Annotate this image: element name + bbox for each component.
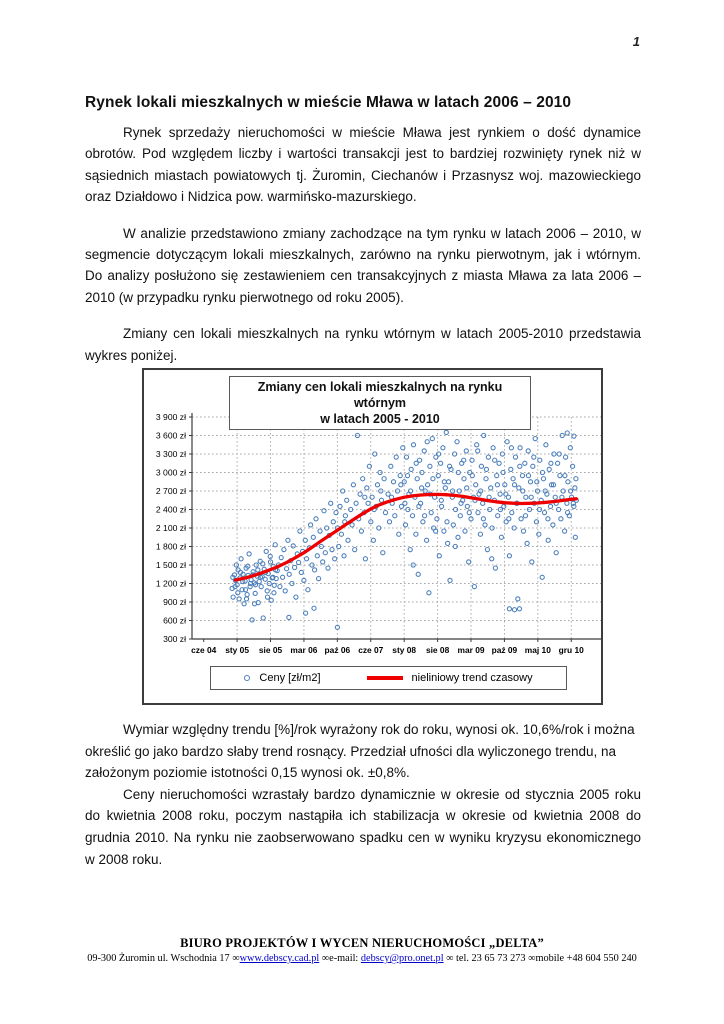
chart-plot-area: 300 zł 600 zł 900 zł 1 200 zł 1 500 zł 1 800 … — [156, 412, 601, 655]
body-text-bottom: Wymiar względny trendu [%]/rok wyrażony … — [85, 719, 641, 870]
legend-item-prices: Ceny [zł/m2] — [244, 672, 321, 684]
x-axis-tick-label: paź 06 — [325, 645, 351, 655]
scatter-marker-icon — [244, 675, 251, 681]
y-axis-tick-label: 1 500 zł — [156, 560, 186, 570]
x-axis-tick-label: sie 05 — [259, 645, 283, 655]
paragraph-1: Rynek sprzedaży nieruchomości w mieście … — [85, 125, 641, 205]
chart-title-line1: Zmiany cen lokali mieszkalnych na rynku … — [257, 380, 503, 410]
legend-prices-label: Ceny [zł/m2] — [259, 672, 321, 684]
paragraph-4: Wymiar względny trendu [%]/rok wyrażony … — [85, 722, 635, 781]
paragraph-5: Ceny nieruchomości wzrastały bardzo dyna… — [85, 786, 641, 867]
x-axis-tick-label: gru 10 — [559, 645, 584, 655]
page-number: 1 — [632, 34, 640, 49]
x-axis-tick-label: cze 04 — [191, 645, 216, 655]
trend-line — [233, 492, 578, 582]
page-footer: BIURO PROJEKTÓW I WYCEN NIERUCHOMOŚCI „D… — [62, 936, 662, 964]
footer-email-link[interactable]: debscy@pro.onet.pl — [360, 953, 444, 964]
y-axis-tick-label: 900 zł — [163, 597, 186, 607]
x-axis-tick-label: sie 08 — [426, 645, 450, 655]
y-axis-tick-label: 3 600 zł — [156, 431, 186, 441]
x-axis-tick-label: sty 05 — [225, 645, 249, 655]
legend-item-trend: nieliniowy trend czasowy — [366, 672, 533, 684]
price-scatter-chart: Zmiany cen lokali mieszkalnych na rynku … — [142, 368, 603, 705]
paragraph-2: W analizie przedstawiono zmiany zachodzą… — [85, 225, 641, 305]
y-axis-tick-label: 1 800 zł — [156, 542, 186, 552]
y-axis-tick-label: 3 300 zł — [156, 449, 186, 459]
footer-address-suffix: ∞ tel. 23 65 73 273 ∞mobile +48 604 550 … — [443, 953, 637, 964]
chart-title-line2: w latach 2005 - 2010 — [320, 412, 440, 426]
paragraph-3: Zmiany cen lokali mieszkalnych na rynku … — [85, 326, 641, 363]
scatter-points — [229, 415, 579, 630]
y-axis-tick-label: 2 400 zł — [156, 505, 186, 515]
x-axis-tick-label: maj 10 — [525, 645, 551, 655]
document-title: Rynek lokali mieszkalnych w mieście Mław… — [85, 94, 572, 112]
x-axis-tick-label: cze 07 — [358, 645, 383, 655]
legend-trend-label: nieliniowy trend czasowy — [411, 672, 533, 684]
y-axis-tick-label: 2 700 zł — [156, 486, 186, 496]
chart-legend: Ceny [zł/m2] nieliniowy trend czasowy — [210, 666, 567, 690]
y-axis-tick-label: 300 zł — [163, 634, 186, 644]
x-axis-tick-label: sty 08 — [392, 645, 416, 655]
footer-address-line: 09-300 Żuromin ul. Wschodnia 17 ∞www.deb… — [62, 953, 662, 964]
y-axis-tick-label: 2 100 zł — [156, 523, 186, 533]
x-axis-tick-label: mar 06 — [290, 645, 317, 655]
y-axis-tick-label: 600 zł — [163, 616, 186, 626]
x-axis-tick-label: mar 09 — [458, 645, 485, 655]
footer-address-mid: ∞e-mail: — [319, 953, 361, 964]
y-axis-tick-label: 3 000 zł — [156, 468, 186, 478]
footer-company-name: BIURO PROJEKTÓW I WYCEN NIERUCHOMOŚCI „D… — [180, 936, 544, 950]
body-text-top: Rynek sprzedaży nieruchomości w mieście … — [85, 122, 641, 381]
x-axis-tick-label: paź 09 — [492, 645, 518, 655]
footer-website-link[interactable]: www.debscy.cad.pl — [239, 953, 320, 964]
y-axis-tick-label: 3 900 zł — [156, 412, 186, 422]
chart-title-box: Zmiany cen lokali mieszkalnych na rynku … — [229, 376, 531, 430]
footer-address-prefix: 09-300 Żuromin ul. Wschodnia 17 ∞ — [87, 953, 240, 964]
trend-line-marker-icon — [366, 676, 403, 680]
y-axis-tick-label: 1 200 zł — [156, 579, 186, 589]
